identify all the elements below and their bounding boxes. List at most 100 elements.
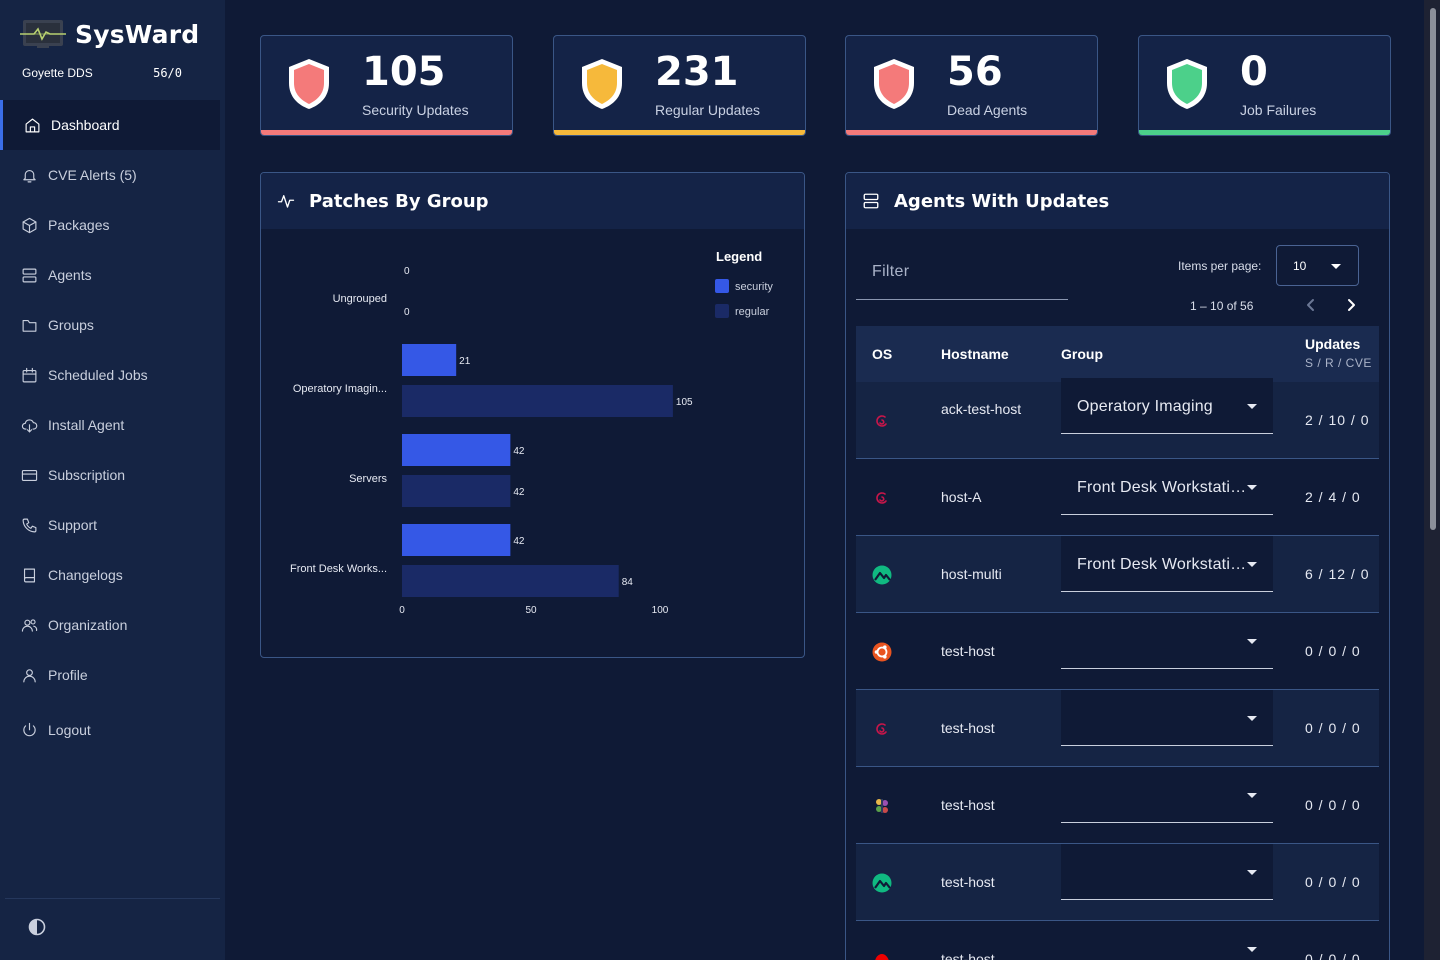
hostname-cell[interactable]: test-host: [941, 643, 995, 659]
redhat-icon: [875, 954, 889, 960]
stat-card-dead-agents[interactable]: 56 Dead Agents: [845, 35, 1098, 136]
chevron-right-icon: [1348, 299, 1355, 311]
table-row[interactable]: test-host 0 / 0 / 0: [856, 921, 1379, 960]
table-row[interactable]: test-host 0 / 0 / 0: [856, 767, 1379, 844]
agents-with-updates-panel: Agents With Updates Filter Items per pag…: [845, 172, 1390, 960]
sidebar-item-agents[interactable]: Agents: [0, 250, 220, 300]
table-row[interactable]: host-A Front Desk Workstations 2 / 4 / 0: [856, 459, 1379, 536]
column-header-updates[interactable]: Updates: [1305, 336, 1361, 352]
data-label: 42: [513, 536, 525, 547]
updates-cell: 0 / 0 / 0: [1305, 874, 1361, 890]
bar-regular: [402, 385, 673, 417]
group-select-value: Operatory Imaging: [1077, 398, 1213, 415]
group-select-value: Front Desk Workstations: [1077, 556, 1249, 573]
sidebar-item-packages[interactable]: Packages: [0, 200, 220, 250]
stat-label: Job Failures: [1240, 102, 1317, 118]
stat-card-regular-updates[interactable]: 231 Regular Updates: [553, 35, 806, 136]
x-tick-label: 0: [399, 605, 405, 616]
sidebar-item-profile[interactable]: Profile: [0, 650, 220, 700]
group-select[interactable]: Operatory Imaging: [1061, 378, 1273, 434]
group-select[interactable]: [1061, 767, 1273, 823]
group-select[interactable]: [1061, 690, 1273, 746]
stat-value: 56: [947, 49, 1003, 95]
group-select[interactable]: [1061, 844, 1273, 900]
table-row[interactable]: host-multi Front Desk Workstations 6 / 1…: [856, 536, 1379, 613]
group-select[interactable]: [1061, 921, 1273, 960]
rocky-linux-icon: [872, 565, 892, 585]
chevron-down-icon: [1247, 716, 1257, 721]
stat-card-security-updates[interactable]: 105 Security Updates: [260, 35, 513, 136]
filter-input[interactable]: Filter: [872, 263, 910, 280]
group-select[interactable]: Front Desk Workstations: [1061, 536, 1273, 592]
group-select[interactable]: Front Desk Workstations: [1061, 459, 1273, 515]
group-select[interactable]: [1061, 613, 1273, 669]
calendar-icon: [20, 366, 38, 384]
page-scrollbar[interactable]: [1424, 0, 1440, 960]
column-header-group[interactable]: Group: [1061, 346, 1103, 362]
hostname-cell[interactable]: host-A: [941, 489, 982, 505]
sidebar-item-scheduled-jobs[interactable]: Scheduled Jobs: [0, 350, 220, 400]
sidebar-item-dashboard[interactable]: Dashboard: [0, 100, 220, 150]
sidebar-item-groups[interactable]: Groups: [0, 300, 220, 350]
hostname-cell[interactable]: test-host: [941, 720, 995, 736]
updates-cell: 2 / 4 / 0: [1305, 489, 1361, 505]
chevron-down-icon: [1247, 793, 1257, 798]
stat-value: 231: [655, 49, 739, 95]
table-row[interactable]: ack-test-host Operatory Imaging 2 / 10 /…: [856, 378, 1379, 459]
bell-icon: [20, 166, 38, 184]
bar-regular: [402, 565, 619, 597]
updates-cell: 0 / 0 / 0: [1305, 951, 1361, 960]
updates-cell: 2 / 10 / 0: [1305, 412, 1370, 428]
stat-label: Regular Updates: [655, 102, 761, 118]
chevron-down-icon: [1331, 264, 1341, 269]
org-agent-count: 56/0: [153, 66, 182, 80]
legend-label: regular: [735, 306, 770, 318]
updates-cell: 0 / 0 / 0: [1305, 797, 1361, 813]
sidebar-item-logout[interactable]: Logout: [0, 705, 220, 755]
chevron-down-icon: [1247, 947, 1257, 952]
sidebar-item-cve-alerts[interactable]: CVE Alerts (5): [0, 150, 220, 200]
filter-underline: [856, 299, 1068, 300]
pagination-range: 1 – 10 of 56: [1190, 299, 1254, 313]
category-label: Operatory Imagin...: [293, 383, 387, 395]
theme-toggle-icon[interactable]: [28, 918, 46, 936]
sidebar-item-install-agent[interactable]: Install Agent: [0, 400, 220, 450]
hostname-cell[interactable]: host-multi: [941, 566, 1002, 582]
sidebar-item-subscription[interactable]: Subscription: [0, 450, 220, 500]
activity-icon: [277, 195, 295, 208]
stat-accent-bar: [261, 130, 512, 135]
column-header-updates-sub: S / R / CVE: [1305, 356, 1372, 370]
hostname-cell[interactable]: test-host: [941, 951, 995, 960]
hostname-cell[interactable]: test-host: [941, 797, 995, 813]
sidebar-item-changelogs[interactable]: Changelogs: [0, 550, 220, 600]
stat-accent-bar: [1139, 130, 1390, 135]
hostname-cell[interactable]: ack-test-host: [941, 401, 1022, 417]
scrollbar-thumb[interactable]: [1430, 8, 1436, 530]
stat-accent-bar: [846, 130, 1097, 135]
table-row[interactable]: test-host 0 / 0 / 0: [856, 844, 1379, 921]
panel-title: Agents With Updates: [894, 190, 1110, 212]
category-label: Servers: [349, 473, 387, 485]
power-icon: [20, 721, 38, 739]
sidebar-item-support[interactable]: Support: [0, 500, 220, 550]
sidebar-item-label: Organization: [48, 617, 128, 633]
stat-label: Security Updates: [362, 102, 469, 118]
stat-card-job-failures[interactable]: 0 Job Failures: [1138, 35, 1391, 136]
updates-cell: 0 / 0 / 0: [1305, 720, 1361, 736]
hostname-cell[interactable]: test-host: [941, 874, 995, 890]
table-row[interactable]: test-host 0 / 0 / 0: [856, 613, 1379, 690]
column-header-os[interactable]: OS: [872, 346, 893, 362]
items-per-page-select[interactable]: 10: [1276, 245, 1359, 286]
stat-accent-bar: [554, 130, 805, 135]
sidebar-item-organization[interactable]: Organization: [0, 600, 220, 650]
brand[interactable]: SysWard: [20, 16, 199, 52]
sidebar-item-label: Install Agent: [48, 417, 125, 433]
next-page-button[interactable]: [1342, 296, 1360, 314]
home-icon: [23, 116, 41, 134]
data-label: 0: [404, 266, 410, 277]
category-label: Ungrouped: [333, 293, 387, 305]
data-label: 42: [513, 487, 525, 498]
table-row[interactable]: test-host 0 / 0 / 0: [856, 690, 1379, 767]
column-header-hostname[interactable]: Hostname: [941, 346, 1009, 362]
previous-page-button[interactable]: [1302, 296, 1320, 314]
